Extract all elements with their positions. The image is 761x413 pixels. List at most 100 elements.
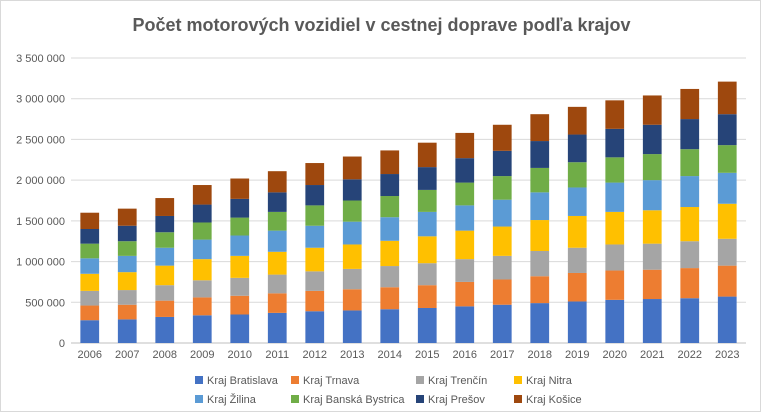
bar-segment bbox=[305, 185, 325, 206]
bar-segment bbox=[342, 200, 362, 222]
y-tick-label: 1 500 000 bbox=[16, 216, 65, 228]
y-tick-label: 3 500 000 bbox=[16, 53, 65, 65]
bar-segment bbox=[417, 211, 437, 237]
bar-segment bbox=[267, 230, 287, 252]
bar-segment bbox=[605, 182, 625, 212]
bar-segment bbox=[642, 124, 662, 155]
bar-segment bbox=[192, 204, 212, 223]
bar-segment bbox=[455, 158, 475, 183]
x-tick-label: 2009 bbox=[190, 349, 214, 361]
x-tick-label: 2007 bbox=[115, 349, 139, 361]
bar-segment bbox=[80, 320, 100, 343]
bar-segment bbox=[342, 221, 362, 245]
bar-segment bbox=[642, 154, 662, 181]
x-tick-label: 2020 bbox=[603, 349, 627, 361]
bar-segment bbox=[192, 222, 212, 240]
bar-segment bbox=[380, 240, 400, 267]
bar-segment bbox=[680, 88, 700, 120]
x-tick-label: 2012 bbox=[303, 349, 327, 361]
legend-label: Kraj Bratislava bbox=[207, 375, 279, 387]
bar-segment bbox=[380, 150, 400, 175]
bar-segment bbox=[155, 316, 175, 343]
bar-segment bbox=[492, 226, 512, 256]
legend-label: Kraj Banská Bystrica bbox=[303, 394, 405, 406]
bar-segment bbox=[455, 259, 475, 282]
bar-segment bbox=[80, 212, 100, 229]
bar-segment bbox=[492, 176, 512, 200]
bar-segment bbox=[380, 287, 400, 310]
legend-item: Kraj Bratislava bbox=[195, 375, 279, 387]
bar-segment bbox=[230, 235, 250, 256]
bar-segment bbox=[717, 114, 737, 146]
legend-swatch bbox=[291, 395, 299, 403]
legend-label: Kraj Trnava bbox=[303, 375, 360, 387]
bar-segment bbox=[155, 247, 175, 266]
bar-segment bbox=[267, 293, 287, 313]
bar-segment bbox=[380, 196, 400, 218]
bar-segment bbox=[155, 215, 175, 233]
bar-segment bbox=[80, 243, 100, 259]
bar-segment bbox=[417, 189, 437, 212]
legend-swatch bbox=[291, 376, 299, 384]
bar-segment bbox=[305, 205, 325, 226]
x-tick-label: 2010 bbox=[228, 349, 252, 361]
bar-segment bbox=[567, 106, 587, 135]
bar-segment bbox=[417, 263, 437, 286]
bar-segment bbox=[230, 198, 250, 218]
bar-segment bbox=[567, 301, 587, 343]
bar-segment bbox=[605, 270, 625, 300]
bar-segment bbox=[642, 95, 662, 125]
bar-segment bbox=[680, 176, 700, 208]
bar-segment bbox=[80, 229, 100, 244]
bar-segment bbox=[155, 300, 175, 317]
bar-segment bbox=[642, 269, 662, 300]
bar-segment bbox=[455, 281, 475, 307]
legend-label: Kraj Prešov bbox=[428, 394, 485, 406]
bar-segment bbox=[267, 211, 287, 231]
y-axis-ticks: 0 500 000 1 000 000 1 500 000 2 000 000 2 500… bbox=[16, 53, 65, 350]
bar-segment bbox=[530, 192, 550, 221]
bar-segment bbox=[230, 314, 250, 343]
bar-segment bbox=[192, 280, 212, 298]
bar-segment bbox=[605, 157, 625, 183]
bar-segment bbox=[717, 145, 737, 173]
x-tick-label: 2018 bbox=[528, 349, 552, 361]
legend-label: Kraj Košice bbox=[526, 394, 582, 406]
bar-segment bbox=[492, 304, 512, 343]
grid-lines bbox=[71, 57, 746, 344]
bar-segment bbox=[117, 272, 137, 291]
bar-segment bbox=[567, 162, 587, 188]
bar-segment bbox=[305, 225, 325, 248]
x-tick-label: 2019 bbox=[565, 349, 589, 361]
y-tick-label: 1 000 000 bbox=[16, 257, 65, 269]
legend-item: Kraj Trenčín bbox=[416, 375, 487, 387]
bar-segment bbox=[455, 182, 475, 206]
bar-segment bbox=[342, 244, 362, 269]
bar-segment bbox=[530, 167, 550, 193]
bar-segment bbox=[155, 285, 175, 301]
bar-segment bbox=[680, 298, 700, 343]
bar-segment bbox=[530, 141, 550, 168]
bar-segment bbox=[680, 149, 700, 177]
bar-segment bbox=[117, 208, 137, 226]
bar-segment bbox=[417, 167, 437, 190]
bar-segment bbox=[417, 285, 437, 308]
x-tick-label: 2021 bbox=[640, 349, 664, 361]
bar-segment bbox=[417, 307, 437, 343]
bar-segment bbox=[417, 236, 437, 264]
bar-segment bbox=[455, 230, 475, 260]
bar-segment bbox=[492, 255, 512, 280]
bar-segment bbox=[380, 266, 400, 288]
legend: Kraj Bratislava Kraj Trnava Kraj Trenčín Kr… bbox=[195, 375, 582, 406]
bar-segment bbox=[642, 210, 662, 244]
bar-segment bbox=[717, 81, 737, 115]
x-axis-ticks: 2006 2007 2008 2009 2010 2011 2012 2013 2014 2015… bbox=[78, 349, 740, 361]
x-tick-label: 2006 bbox=[78, 349, 102, 361]
bar-segment bbox=[642, 299, 662, 343]
bar-segment bbox=[605, 299, 625, 343]
bar-segment bbox=[267, 171, 287, 193]
y-tick-label: 2 500 000 bbox=[16, 134, 65, 146]
bar-segment bbox=[642, 180, 662, 211]
bar-segment bbox=[80, 305, 100, 321]
